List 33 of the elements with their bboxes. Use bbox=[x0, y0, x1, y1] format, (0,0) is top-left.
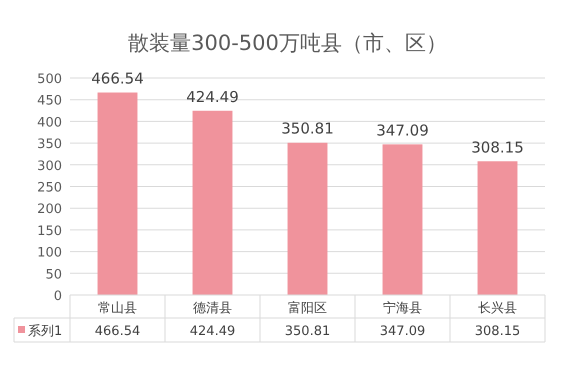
y-tick-label: 0 bbox=[54, 289, 62, 304]
y-tick-label: 500 bbox=[37, 72, 62, 87]
bar bbox=[478, 161, 518, 295]
y-tick-label: 150 bbox=[37, 224, 62, 239]
legend-label: 系列1 bbox=[28, 324, 62, 339]
data-label: 466.54 bbox=[91, 70, 144, 88]
text: 347.09 bbox=[380, 324, 426, 339]
bar bbox=[288, 142, 328, 295]
data-label: 424.49 bbox=[186, 88, 239, 106]
y-tick-label: 400 bbox=[37, 115, 62, 130]
chart-title: 散装量300-500万吨县（市、区） bbox=[128, 31, 447, 55]
text: 466.54 bbox=[94, 324, 140, 339]
y-tick-label: 250 bbox=[37, 180, 62, 196]
x-tick-label: 常山县 bbox=[98, 301, 137, 316]
y-tick-label: 100 bbox=[37, 246, 62, 261]
y-tick-label: 200 bbox=[37, 202, 62, 218]
bar bbox=[98, 92, 138, 295]
y-tick-label: 300 bbox=[37, 158, 62, 174]
x-tick-label: 宁海县 bbox=[383, 300, 422, 316]
text: 424.49 bbox=[190, 324, 236, 339]
bar bbox=[192, 110, 232, 295]
data-label: 347.09 bbox=[376, 121, 429, 140]
x-tick-label: 长兴县 bbox=[478, 301, 517, 316]
data-label: 350.81 bbox=[281, 120, 334, 138]
x-tick-label: 富阳区 bbox=[288, 300, 327, 316]
bar bbox=[382, 144, 422, 295]
text: 308.15 bbox=[474, 324, 520, 339]
y-tick-label: 350 bbox=[37, 137, 62, 152]
y-tick-label: 50 bbox=[45, 267, 62, 282]
y-tick-label: 450 bbox=[37, 94, 62, 109]
x-tick-label: 德清县 bbox=[193, 301, 232, 316]
data-label: 308.15 bbox=[471, 138, 524, 156]
text: 350.81 bbox=[284, 324, 330, 339]
